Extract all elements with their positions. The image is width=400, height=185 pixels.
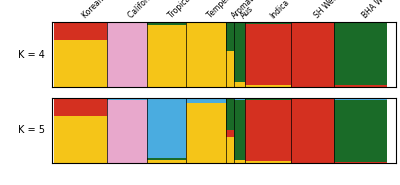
Bar [54,98,107,116]
Bar [226,22,234,51]
Bar [334,85,387,87]
Bar [245,85,291,87]
Text: Temperate Japonica: Temperate Japonica [206,0,266,20]
Bar [147,98,186,158]
Bar [226,137,234,163]
Text: Tropical Japonica: Tropical Japonica [166,0,218,20]
Bar [147,158,186,159]
Bar [226,51,234,87]
Bar [245,100,291,161]
Text: Aus: Aus [240,4,256,20]
Text: BHA Weedy: BHA Weedy [361,0,398,20]
Bar [107,98,146,100]
Text: California Weedy: California Weedy [127,0,179,20]
Bar [186,98,226,103]
Bar [147,22,186,25]
Bar [54,22,107,40]
Bar [107,22,146,87]
Bar [147,159,186,163]
Text: Korean Weedy: Korean Weedy [80,0,125,20]
Bar [234,98,245,100]
Bar [226,130,234,137]
Bar [147,25,186,87]
Bar [54,40,107,87]
Bar [245,24,291,85]
Bar [291,22,334,87]
Text: Indica: Indica [268,0,290,20]
Bar [245,22,291,24]
Bar [334,162,387,163]
Bar [234,159,245,163]
Bar [234,82,245,87]
Bar [54,116,107,163]
Bar [334,22,387,85]
Bar [234,22,245,82]
Bar [334,98,387,100]
Bar [107,100,146,163]
Bar [245,98,291,100]
Bar [226,98,234,130]
Bar [291,98,334,163]
Bar [186,103,226,163]
Text: SH Weedy: SH Weedy [312,0,346,20]
Text: K = 5: K = 5 [18,125,45,135]
Bar [186,22,226,87]
Bar [234,100,245,159]
Text: Aromatic: Aromatic [230,0,261,20]
Bar [245,161,291,163]
Text: K = 4: K = 4 [18,50,45,60]
Bar [334,100,387,162]
